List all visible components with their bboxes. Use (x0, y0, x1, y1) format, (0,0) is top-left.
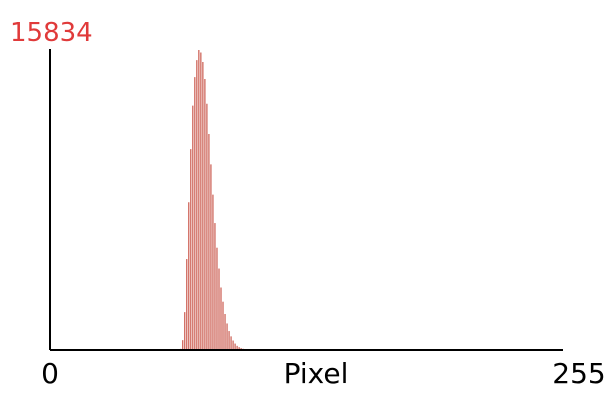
x-tick-label-min: 0 (41, 357, 59, 390)
y-max-label: 15834 (10, 18, 93, 48)
histogram-bars (180, 50, 258, 350)
x-axis-label: Pixel (284, 357, 349, 390)
x-tick-label-max: 255 (552, 357, 605, 390)
